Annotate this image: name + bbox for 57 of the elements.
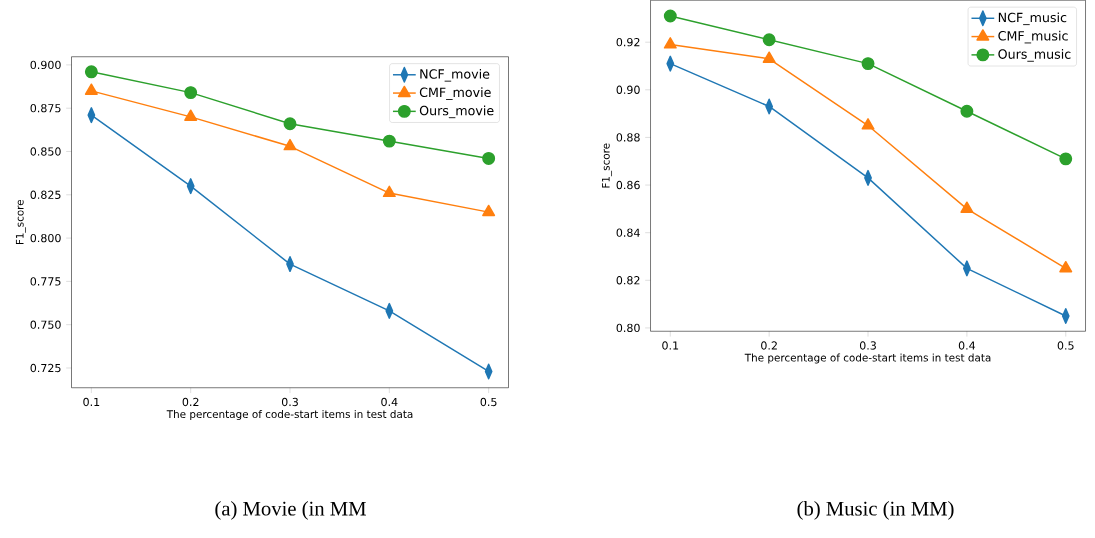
- y-tick-label: 0.750: [30, 320, 61, 329]
- legend-label: CMF_movie: [419, 87, 491, 100]
- point: [663, 9, 677, 23]
- x-axis-title: The percentage of code-start items in test data: [744, 353, 991, 364]
- x-tick-label: 0.2: [182, 397, 199, 406]
- x-tick-label: 0.4: [958, 341, 976, 350]
- point: [482, 204, 496, 216]
- x-tick-label: 0.1: [83, 397, 100, 406]
- y-tick-label: 0.725: [30, 363, 61, 372]
- y-tick-label: 0.850: [30, 147, 61, 156]
- text: (a) Movie (in MM: [215, 500, 366, 520]
- y-tick-label: 0.825: [30, 190, 61, 199]
- legend-label: NCF_movie: [420, 68, 490, 82]
- point: [283, 117, 297, 131]
- x-axis-title: The percentage of code-start items in test data: [166, 409, 413, 420]
- point: [861, 56, 875, 70]
- y-tick-label: 0.775: [30, 276, 61, 286]
- point: [960, 201, 974, 213]
- point: [382, 185, 396, 197]
- text: (b) Music (in MM): [797, 500, 954, 520]
- x-tick-label: 0.5: [1057, 341, 1074, 350]
- point: [382, 134, 396, 148]
- legend-label: Ours_movie: [419, 105, 494, 118]
- x-tick-label: 0.3: [859, 341, 876, 350]
- y-tick-label: 0.80: [616, 323, 640, 332]
- point: [960, 104, 974, 118]
- x-tick-label: 0.1: [662, 341, 679, 350]
- point: [482, 151, 496, 165]
- y-tick-label: 0.90: [616, 85, 640, 94]
- y-tick-label: 0.92: [616, 37, 640, 47]
- point: [762, 51, 776, 63]
- y-tick-label: 0.800: [30, 233, 61, 243]
- point: [1059, 260, 1073, 273]
- point: [184, 109, 198, 121]
- point: [762, 33, 776, 47]
- legend-label: NCF_music: [998, 12, 1067, 25]
- y-tick-label: 0.900: [30, 60, 61, 69]
- point: [861, 117, 875, 130]
- legend-label: Ours_music: [998, 48, 1071, 62]
- y-tick-label: 0.88: [616, 133, 640, 142]
- point: [283, 138, 297, 151]
- y-tick-label: 0.84: [616, 228, 640, 237]
- point: [84, 65, 98, 79]
- y-tick-label: 0.86: [616, 180, 640, 190]
- y-tick-label: 0.82: [616, 275, 640, 285]
- point: [184, 85, 198, 99]
- x-tick-label: 0.5: [480, 397, 497, 406]
- y-axis-title: F1_score: [602, 143, 613, 188]
- legend-label: CMF_music: [998, 30, 1068, 44]
- y-tick-label: 0.875: [30, 103, 61, 113]
- x-tick-label: 0.2: [761, 341, 777, 350]
- point: [1059, 152, 1073, 166]
- y-axis-title: F1_score: [15, 199, 26, 244]
- point: [663, 36, 677, 49]
- x-tick-label: 0.3: [281, 397, 298, 406]
- point: [84, 83, 98, 95]
- x-tick-label: 0.4: [381, 397, 398, 406]
